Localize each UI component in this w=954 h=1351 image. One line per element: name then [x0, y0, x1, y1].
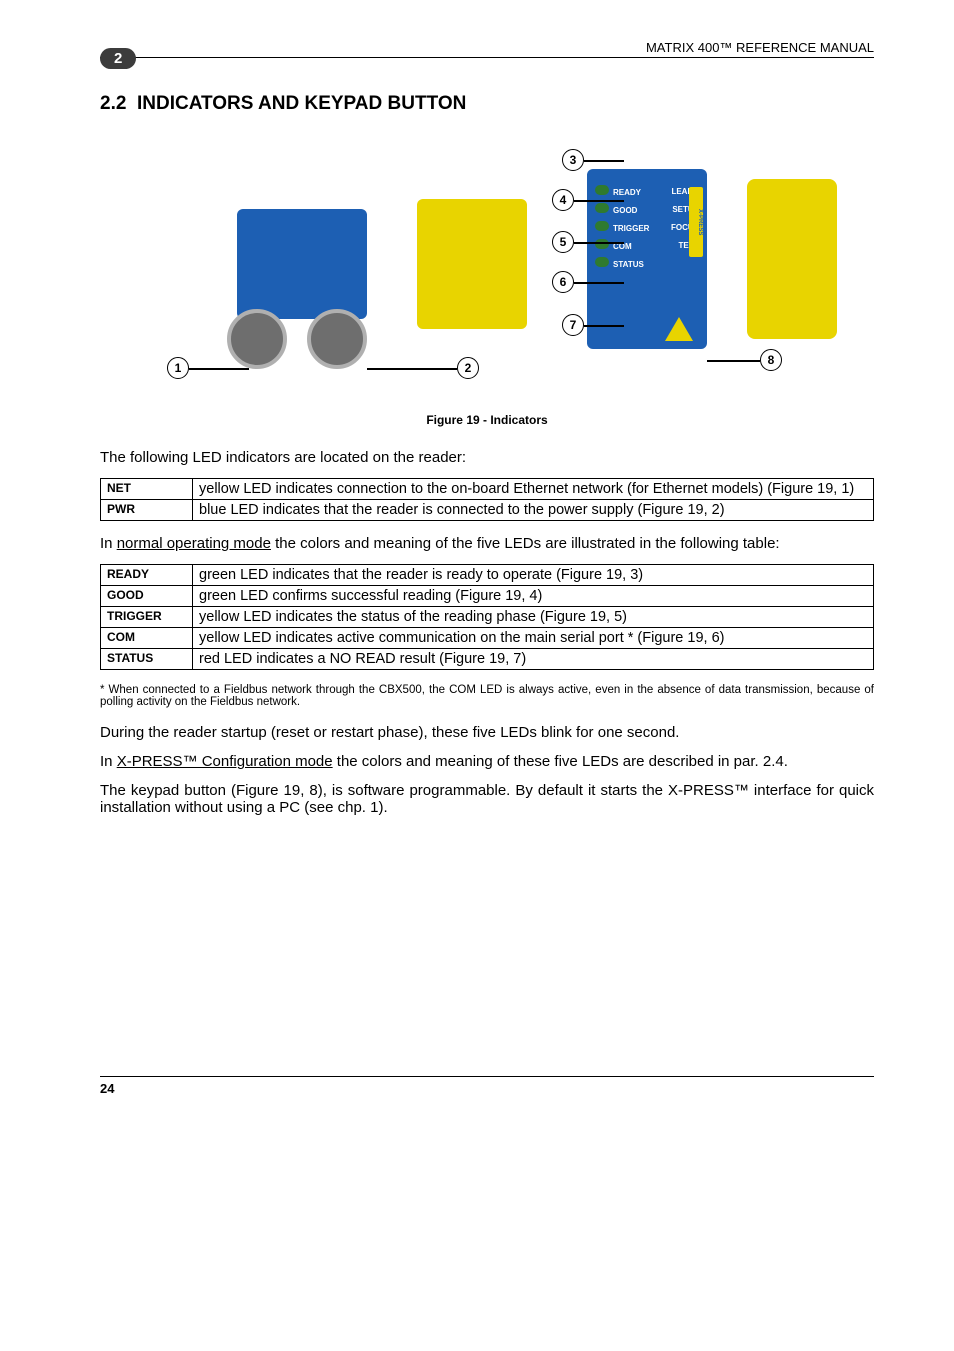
callout-3: 3 [562, 149, 584, 171]
section-title: 2.2 INDICATORS AND KEYPAD BUTTON [100, 93, 874, 115]
device-right-panel: READYLEARN GOODSETUP TRIGGERFOCUS COMTES… [587, 169, 707, 349]
callout-line [574, 242, 624, 244]
table-cell-label: GOOD [101, 586, 193, 607]
callout-line [574, 282, 624, 284]
device-left-connector-2 [307, 309, 367, 369]
panel-label: STATUS [613, 260, 644, 269]
led-icon [595, 185, 609, 195]
table-cell-desc: green LED confirms successful reading (F… [193, 586, 874, 607]
led-icon [595, 203, 609, 213]
panel-row: GOODSETUP [595, 203, 699, 215]
mode-paragraph: In normal operating mode the colors and … [100, 535, 874, 552]
panel-row: TRIGGERFOCUS [595, 221, 699, 233]
callout-line [189, 368, 249, 370]
xpress-prefix: In [100, 753, 117, 770]
callout-1: 1 [167, 357, 189, 379]
led-icon [595, 239, 609, 249]
figure-19: READYLEARN GOODSETUP TRIGGERFOCUS COMTES… [167, 139, 807, 399]
led-icon [595, 221, 609, 231]
device-left-connector-1 [227, 309, 287, 369]
xpress-underlined: X-PRESS™ Configuration mode [117, 753, 333, 770]
xpress-label: X-PRESS [689, 187, 703, 257]
device-right-lens [747, 179, 837, 339]
startup-paragraph: During the reader startup (reset or rest… [100, 724, 874, 741]
panel-row: READYLEARN [595, 185, 699, 197]
callout-line [584, 160, 624, 162]
callout-line [367, 368, 457, 370]
xpress-paragraph: In X-PRESS™ Configuration mode the color… [100, 753, 874, 770]
callout-2: 2 [457, 357, 479, 379]
table-row: GOODgreen LED confirms successful readin… [101, 586, 874, 607]
table-cell-label: TRIGGER [101, 607, 193, 628]
panel-label: GOOD [613, 206, 637, 215]
device-left-lens [417, 199, 527, 329]
footnote: * When connected to a Fieldbus network t… [100, 684, 874, 708]
table-cell-label: STATUS [101, 649, 193, 670]
panel-row: COMTEST [595, 239, 699, 251]
table-cell-label: PWR [101, 500, 193, 521]
header-line: MATRIX 400™ REFERENCE MANUAL [100, 40, 874, 58]
table-cell-label: COM [101, 628, 193, 649]
figure-caption: Figure 19 - Indicators [100, 413, 874, 427]
mode-underlined: normal operating mode [117, 535, 271, 552]
table-cell-label: READY [101, 565, 193, 586]
mode-suffix: the colors and meaning of the five LEDs … [271, 535, 780, 552]
device-left-illustration [207, 189, 467, 359]
led-icon [595, 257, 609, 267]
callout-7: 7 [562, 314, 584, 336]
led-table-1: NET yellow LED indicates connection to t… [100, 478, 874, 521]
callout-6: 6 [552, 271, 574, 293]
mode-prefix: In [100, 535, 117, 552]
callout-line [707, 360, 760, 362]
table-row: NET yellow LED indicates connection to t… [101, 479, 874, 500]
table-cell-desc: green LED indicates that the reader is r… [193, 565, 874, 586]
table-row: PWR blue LED indicates that the reader i… [101, 500, 874, 521]
chapter-badge: 2 [100, 48, 136, 69]
table-cell-desc: yellow LED indicates connection to the o… [193, 479, 874, 500]
keypad-button-icon [665, 317, 693, 341]
table-cell-label: NET [101, 479, 193, 500]
table-row: READYgreen LED indicates that the reader… [101, 565, 874, 586]
table-cell-desc: yellow LED indicates active communicatio… [193, 628, 874, 649]
callout-4: 4 [552, 189, 574, 211]
panel-row: STATUS [595, 257, 699, 269]
page-number: 24 [100, 1076, 874, 1096]
table-row: STATUSred LED indicates a NO READ result… [101, 649, 874, 670]
callout-line [574, 200, 624, 202]
table-cell-desc: red LED indicates a NO READ result (Figu… [193, 649, 874, 670]
xpress-suffix: the colors and meaning of these five LED… [333, 753, 788, 770]
callout-8: 8 [760, 349, 782, 371]
doc-title: MATRIX 400™ REFERENCE MANUAL [646, 40, 874, 55]
table-row: COMyellow LED indicates active communica… [101, 628, 874, 649]
section-number: 2.2 [100, 93, 126, 114]
device-left-body [237, 209, 367, 319]
section-heading: INDICATORS AND KEYPAD BUTTON [137, 93, 466, 114]
chapter-badge-row: 2 [100, 62, 874, 83]
callout-line [584, 325, 624, 327]
led-table-2: READYgreen LED indicates that the reader… [100, 564, 874, 670]
intro-paragraph: The following LED indicators are located… [100, 449, 874, 466]
page-container: MATRIX 400™ REFERENCE MANUAL 2 2.2 INDIC… [0, 0, 954, 1136]
panel-label: TRIGGER [613, 224, 649, 233]
table-cell-desc: blue LED indicates that the reader is co… [193, 500, 874, 521]
table-cell-desc: yellow LED indicates the status of the r… [193, 607, 874, 628]
table-row: TRIGGERyellow LED indicates the status o… [101, 607, 874, 628]
keypad-paragraph: The keypad button (Figure 19, 8), is sof… [100, 782, 874, 816]
callout-5: 5 [552, 231, 574, 253]
panel-label: READY [613, 188, 641, 197]
